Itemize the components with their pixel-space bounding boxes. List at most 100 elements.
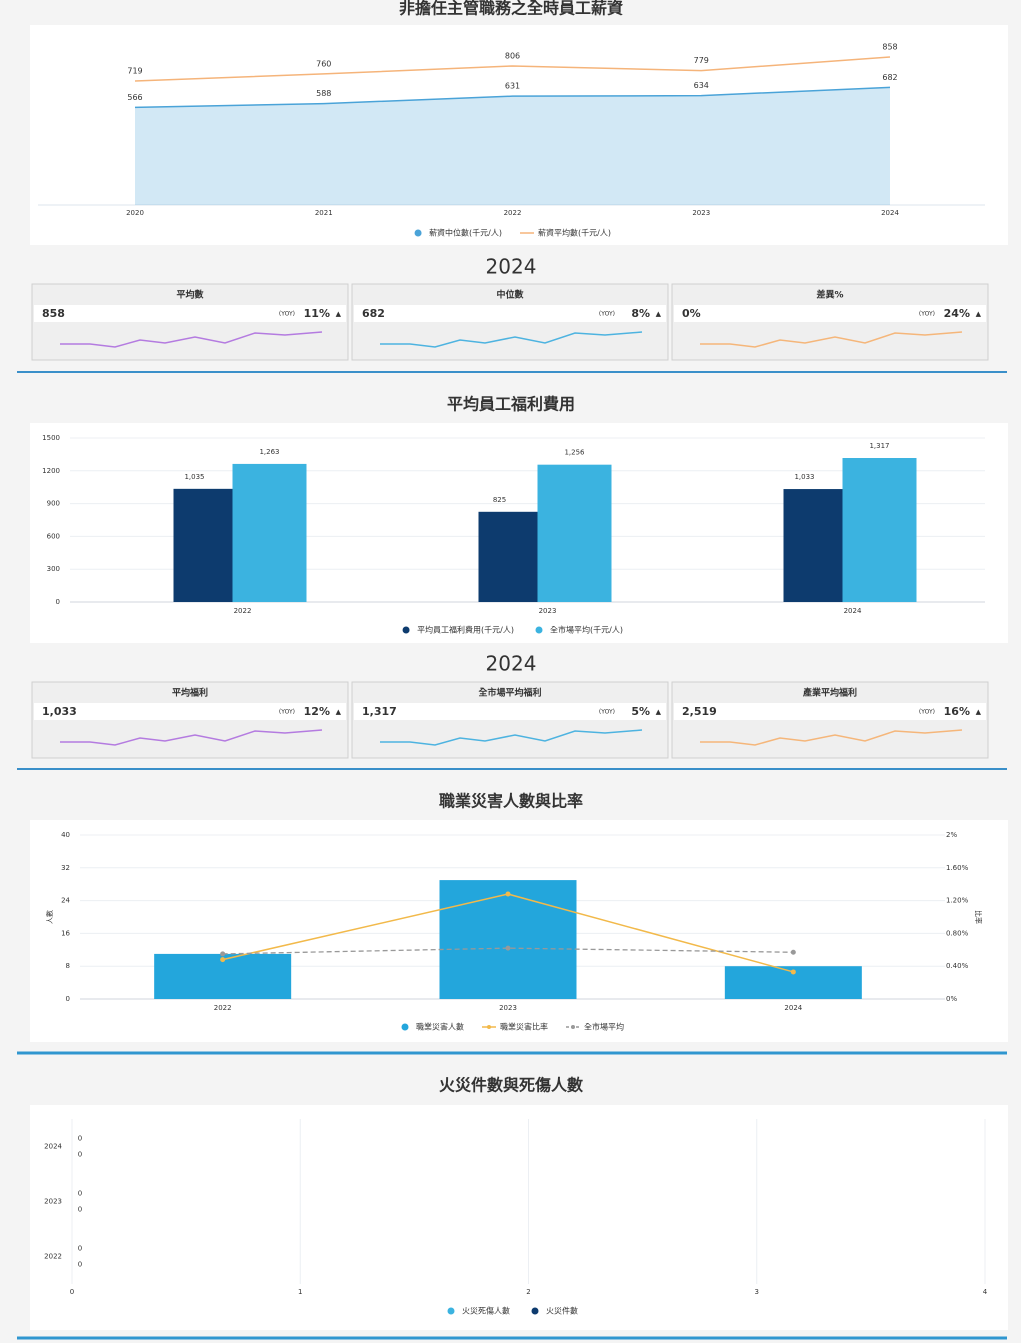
card-yoy: (YOY) [919,311,935,318]
legend-marker [447,1307,455,1315]
card-value: 858 [42,307,65,320]
y-tick-label: 600 [47,532,60,540]
card-arrow: ▲ [656,708,662,716]
card-change: 16% [944,705,970,718]
data-label: 682 [882,73,897,82]
x-tick-label: 2024 [881,209,899,217]
y2-tick-label: 1.60% [946,864,969,872]
data-label: 566 [127,93,142,102]
card-value-row [34,305,346,322]
y2-tick-label: 2% [946,831,957,839]
card-title: 產業平均福利 [802,687,857,699]
y-tick-label: 1200 [42,467,60,475]
x-tick-label: 4 [983,1288,988,1296]
x-tick-label: 2021 [315,209,333,217]
legend-label: 全市場平均(千元/人) [550,625,623,635]
card-title: 差異% [816,289,843,301]
legend-item: 全市場平均 [566,1022,624,1032]
card-value: 682 [362,307,385,320]
data-label: 825 [493,496,506,504]
x-tick-label: 2 [526,1288,530,1296]
chart-title: 非擔任主管職務之全時員工薪資 [399,0,624,18]
y2-axis-title: 比率 [974,910,983,924]
card-change: 12% [304,705,330,718]
x-tick-label: 2023 [539,607,557,615]
y2-tick-label: 1.20% [946,897,969,905]
data-label: 858 [882,43,897,52]
legend-item: 薪資平均數(千元/人) [520,228,611,238]
card-yoy: (YOY) [919,709,935,716]
chart-title: 火災件數與死傷人數 [439,1076,584,1095]
chart-title: 平均員工福利費用 [447,395,575,414]
bar [537,464,612,602]
card-yoy: (YOY) [599,709,615,716]
card-yoy: (YOY) [599,311,615,318]
legend-label: 職業災害比率 [500,1022,548,1032]
card-arrow: ▲ [976,708,982,716]
legend-item: 平均員工福利費用(千元/人) [402,625,514,635]
y-tick-label: 300 [47,565,60,573]
y-tick-label: 40 [61,831,70,839]
legend-marker [414,229,422,237]
y-tick-label: 900 [47,500,60,508]
line-point [505,891,511,897]
data-label: 0 [78,1206,82,1214]
series-line [222,947,794,955]
y-tick-label: 1500 [42,434,60,442]
legend-label: 薪資中位數(千元/人) [429,228,502,238]
legend: 平均員工福利費用(千元/人) 全市場平均(千元/人) [402,625,623,635]
card-value: 0% [682,307,701,320]
y2-tick-label: 0.80% [946,929,969,937]
data-label: 0 [78,1245,82,1253]
data-label: 631 [505,82,520,91]
area-fill [135,87,890,205]
data-label: 1,256 [564,449,585,457]
y-tick-label: 32 [61,864,70,872]
kpi-card: 中位數 682 ▲ 8% (YOY) [351,283,669,361]
data-label: 719 [127,66,142,75]
card-title: 平均數 [176,289,204,301]
kpi-card: 平均數 858 ▲ 11% (YOY) [31,283,349,361]
series-line [134,56,891,82]
legend-marker [487,1025,491,1029]
card-value-row [354,305,666,322]
kpi-heading: 2024 [486,255,537,279]
data-label: 588 [316,89,331,98]
card-value: 1,033 [42,705,77,718]
legend-item: 火災死傷人數 [447,1306,510,1316]
x-tick-label: 3 [755,1288,759,1296]
legend-marker [535,626,543,634]
card-value-row [34,703,346,720]
legend-item: 薪資中位數(千元/人) [414,228,502,238]
data-label: 0 [78,1261,82,1269]
line-point [505,945,511,951]
card-value: 1,317 [362,705,397,718]
y-tick-label: 24 [61,897,70,905]
data-label: 806 [505,51,520,60]
data-label: 1,263 [259,448,279,456]
kpi-card: 全市場平均福利 1,317 ▲ 5% (YOY) [351,681,669,759]
line-point [220,951,226,957]
line-point [790,969,796,975]
card-arrow: ▲ [656,310,662,318]
legend-marker [571,1025,575,1029]
x-tick-label: 2023 [499,1004,517,1012]
x-tick-label: 1 [298,1288,302,1296]
data-label: 1,033 [794,473,814,481]
line-point [220,957,226,963]
card-value-row [674,703,986,720]
y-tick-label: 0 [66,995,70,1003]
line-point [790,949,796,955]
y2-tick-label: 0% [946,995,957,1003]
y-tick-label: 8 [66,962,70,970]
y-tick-label: 2022 [44,1253,62,1261]
bar [842,458,917,602]
y-tick-label: 2023 [44,1198,62,1206]
kpi-card: 差異% 0% ▲ 24% (YOY) [671,283,989,361]
card-change: 5% [631,705,650,718]
data-label: 634 [694,81,709,90]
kpi-card: 平均福利 1,033 ▲ 12% (YOY) [31,681,349,759]
card-value-row [674,305,986,322]
card-title: 中位數 [496,289,524,301]
